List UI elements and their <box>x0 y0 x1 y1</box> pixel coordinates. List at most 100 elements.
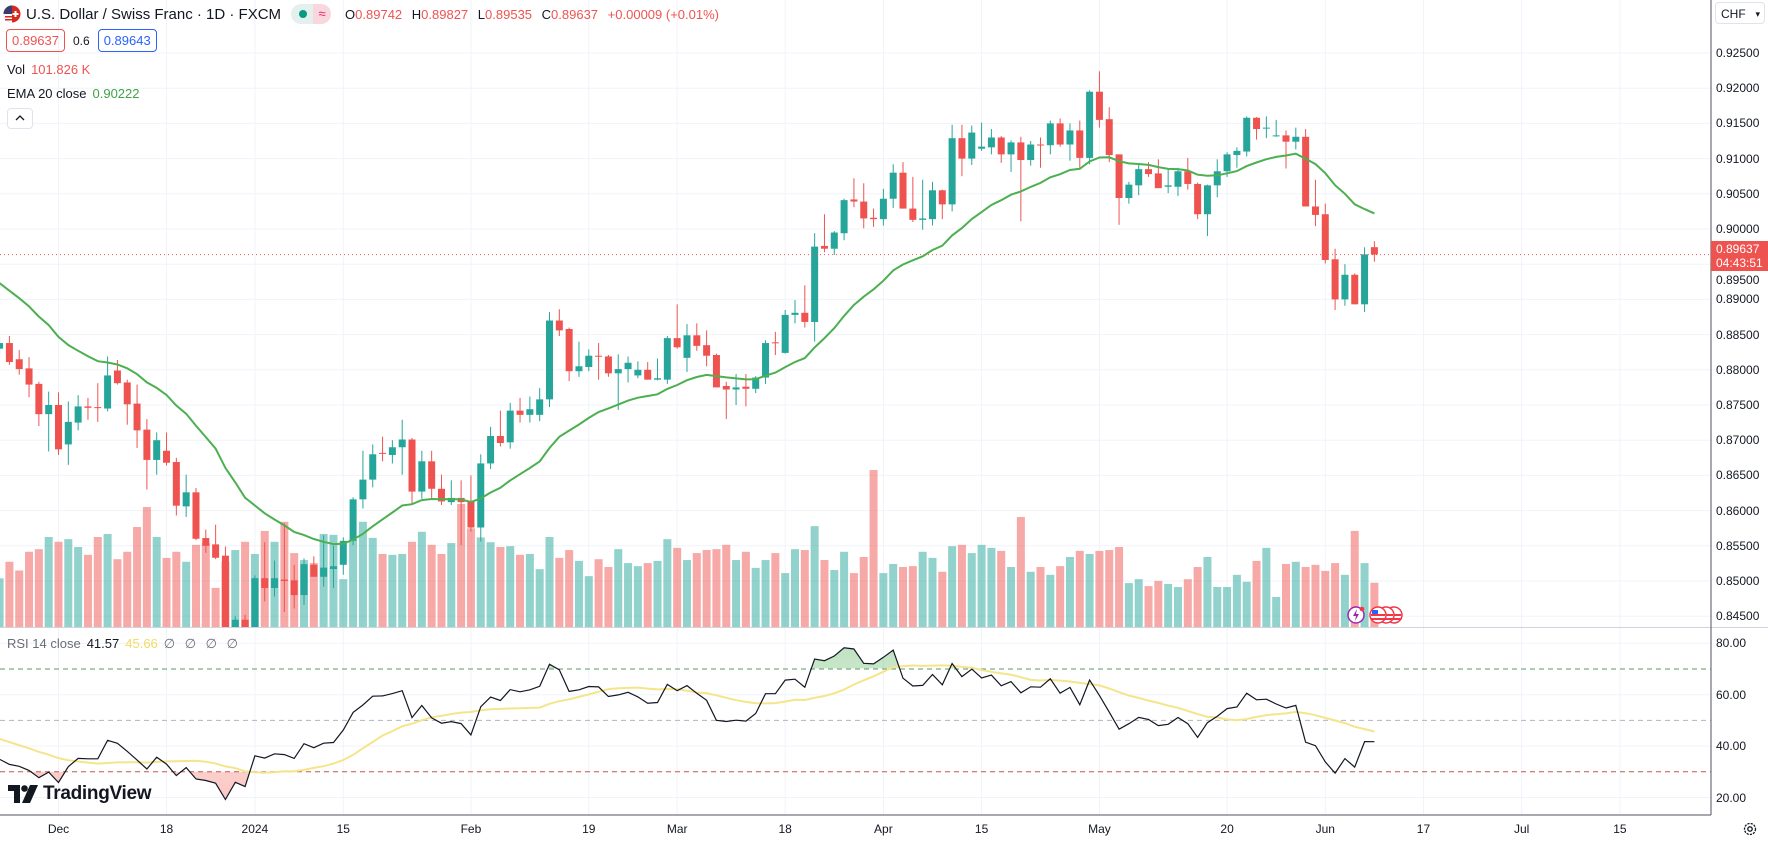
volume-bar <box>761 560 770 627</box>
volume-bar <box>398 553 407 627</box>
candle-down <box>437 474 445 505</box>
low-value: 0.89535 <box>485 6 533 22</box>
volume-bar <box>358 521 367 627</box>
candle-body <box>791 312 799 315</box>
candle-body <box>919 218 927 220</box>
price-tick-label: 0.92000 <box>1716 81 1760 96</box>
symbol-title[interactable]: U.S. Dollar / Swiss Franc · 1D · FXCM <box>26 5 282 23</box>
time-tick-label: Jun <box>1315 822 1335 836</box>
ema-legend[interactable]: EMA 20 close 0.90222 <box>7 86 140 101</box>
candle-down <box>1351 273 1359 305</box>
candle-up <box>919 179 927 230</box>
candle-up <box>811 233 819 342</box>
price-tick-label: 0.84500 <box>1716 609 1760 624</box>
rsi-legend[interactable]: RSI 14 close 41.57 45.66 ∅ ∅ ∅ ∅ <box>7 636 241 652</box>
currency-pair-flag-icon <box>3 5 21 23</box>
candle-body <box>1292 136 1300 142</box>
sell-price-button[interactable]: 0.89637 <box>6 29 65 52</box>
currency-dropdown[interactable]: CHF ▾ <box>1715 2 1765 24</box>
candle-up <box>1361 247 1369 313</box>
volume-bar <box>977 544 986 627</box>
tradingview-logo[interactable]: TradingView <box>8 782 152 806</box>
volume-bar <box>1252 560 1261 627</box>
candle-body <box>408 439 416 492</box>
candle-down <box>212 524 220 560</box>
candle-body <box>437 488 445 502</box>
rsi-ma-value: 45.66 <box>125 636 158 651</box>
rsi-value: 41.57 <box>86 636 120 651</box>
candle-up <box>153 432 161 475</box>
open-label: O <box>345 6 356 22</box>
data-delay-badge[interactable]: ≈ <box>313 4 332 24</box>
candle-up <box>634 361 642 379</box>
candle-body <box>693 335 701 346</box>
volume-bar <box>957 544 966 627</box>
candle-up <box>840 198 848 241</box>
price-tick-label: 0.89000 <box>1716 292 1760 307</box>
rsi-tick-label: 60.00 <box>1716 687 1747 702</box>
volume-bar <box>506 546 515 627</box>
candle-down <box>143 419 151 490</box>
candle-down <box>1253 117 1261 140</box>
candle-body <box>1017 142 1025 161</box>
volume-bar <box>349 540 358 627</box>
candle-down <box>192 488 200 541</box>
volume-bar <box>830 570 839 627</box>
candle-up <box>182 474 190 517</box>
time-tick-label: May <box>1088 822 1111 836</box>
candle-body <box>1154 173 1162 189</box>
candle-body <box>163 450 171 463</box>
economic-events[interactable] <box>1347 606 1427 624</box>
volume-bar <box>309 563 318 627</box>
candle-body <box>388 447 396 455</box>
collapse-legend-button[interactable] <box>7 108 33 129</box>
time-tick-label: Feb <box>460 822 482 836</box>
rsi-ma-line <box>0 664 1375 774</box>
candle-down <box>408 438 416 505</box>
candle-body <box>1105 119 1113 156</box>
rsi-label: RSI 14 close <box>7 636 81 651</box>
high-label: H <box>411 6 422 22</box>
candle-up <box>369 444 377 488</box>
volume-bar <box>624 563 633 627</box>
candle-down <box>1321 203 1329 264</box>
volume-legend[interactable]: Vol 101.826 K <box>7 62 90 77</box>
volume-bar <box>1311 564 1320 627</box>
candle-down <box>938 189 946 220</box>
candle-series <box>0 71 1378 627</box>
candle-up <box>251 575 259 627</box>
volume-bar <box>1085 553 1094 627</box>
rsi-tick-label: 40.00 <box>1716 739 1747 754</box>
candle-up <box>879 188 887 226</box>
status-badges: ≈ <box>291 4 332 24</box>
volume-bar <box>810 526 819 627</box>
candle-up <box>487 426 495 470</box>
candle-down <box>1095 71 1103 128</box>
candle-up <box>359 450 367 509</box>
close-label: C <box>541 6 552 22</box>
candle-body <box>673 338 681 348</box>
volume-bar <box>1232 574 1241 627</box>
candle-body <box>1370 247 1378 255</box>
volume-bar <box>1164 583 1173 627</box>
candle-down <box>1311 179 1319 227</box>
volume-bar <box>741 551 750 627</box>
volume-bar <box>339 579 348 627</box>
candle-up <box>614 354 622 410</box>
volume-bar <box>574 560 583 627</box>
spread-value: 0.6 <box>73 33 90 48</box>
market-status-badge[interactable] <box>291 4 314 24</box>
settings-gear-icon[interactable] <box>1742 821 1758 837</box>
candle-down <box>722 381 730 420</box>
us-event-flag-icon[interactable] <box>1369 606 1387 624</box>
candle-down <box>870 208 878 227</box>
candle-body <box>978 146 986 149</box>
candle-body <box>506 410 514 443</box>
volume-bar <box>388 554 397 627</box>
candle-down <box>1282 130 1290 169</box>
candle-down <box>899 162 907 209</box>
buy-price-button[interactable]: 0.89643 <box>97 29 157 52</box>
candle-up <box>231 616 239 627</box>
earnings-lightning-icon[interactable] <box>1347 606 1365 624</box>
